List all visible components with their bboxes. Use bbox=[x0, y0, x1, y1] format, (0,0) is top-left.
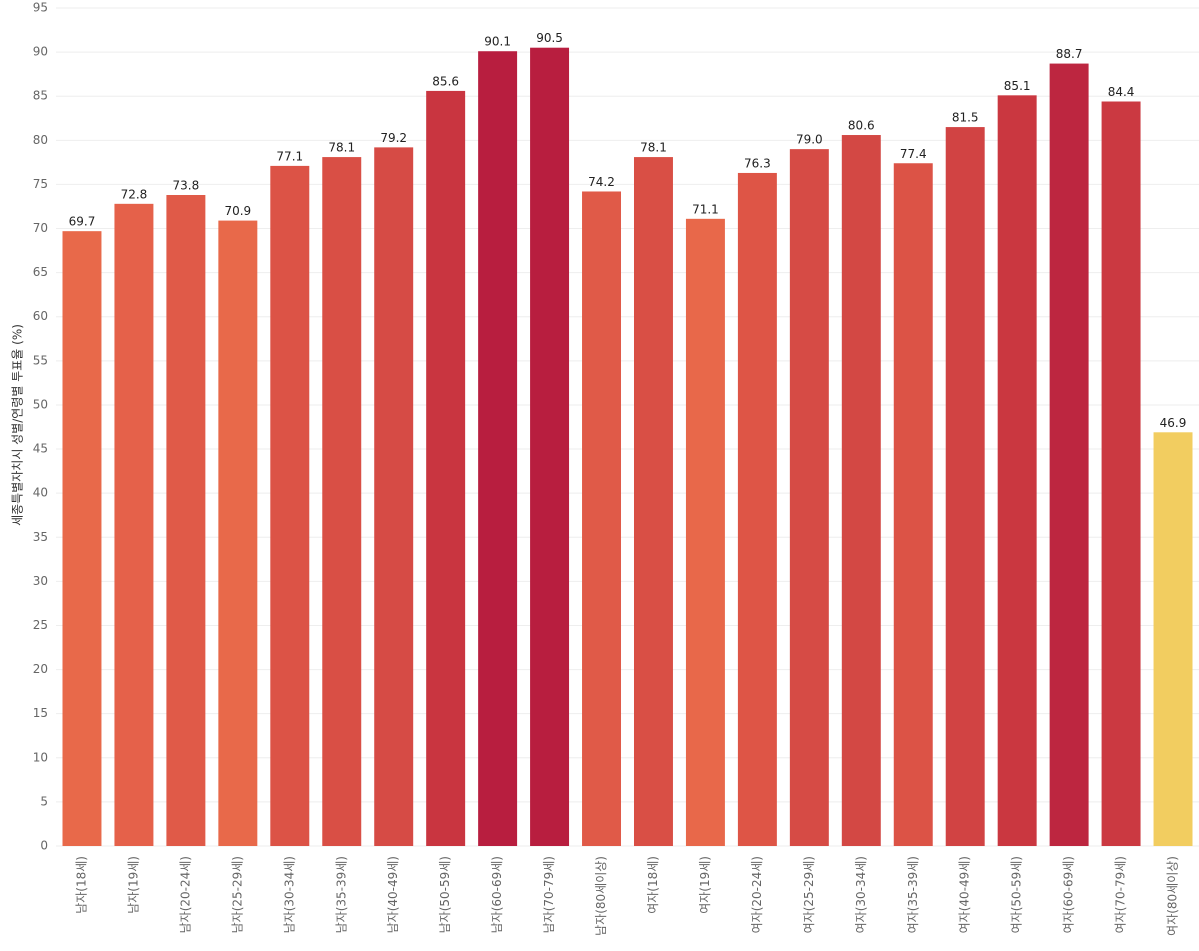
value-label: 70.9 bbox=[224, 204, 251, 218]
x-tick-label: 남자(25-29세) bbox=[230, 856, 244, 933]
y-tick-label: 65 bbox=[33, 265, 48, 279]
bar bbox=[530, 47, 570, 846]
y-tick-label: 15 bbox=[33, 706, 48, 720]
y-tick-label: 10 bbox=[33, 750, 48, 764]
value-label: 90.1 bbox=[484, 35, 511, 49]
value-label: 78.1 bbox=[328, 141, 355, 155]
x-tick-label: 여자(80세이상) bbox=[1166, 856, 1180, 936]
y-tick-label: 90 bbox=[33, 45, 48, 59]
x-tick-label: 여자(35-39세) bbox=[906, 856, 920, 933]
y-tick-label: 20 bbox=[33, 662, 48, 676]
bar bbox=[478, 51, 518, 847]
bar bbox=[737, 172, 777, 847]
bar bbox=[374, 147, 414, 847]
x-tick-label: 여자(25-29세) bbox=[802, 856, 816, 933]
y-tick-label: 30 bbox=[33, 574, 48, 588]
x-tick-label: 여자(60-69세) bbox=[1062, 856, 1076, 933]
y-axis-title: 세종특별자치시 성별/연령별 투표율 (%) bbox=[11, 324, 25, 526]
value-label: 71.1 bbox=[692, 202, 719, 216]
value-label: 88.7 bbox=[1056, 47, 1083, 61]
x-tick-label: 여자(18세) bbox=[646, 856, 660, 914]
bar bbox=[1153, 432, 1193, 846]
y-tick-label: 50 bbox=[33, 397, 48, 411]
value-label: 84.4 bbox=[1108, 85, 1135, 99]
value-label: 69.7 bbox=[69, 215, 96, 229]
y-tick-label: 0 bbox=[40, 839, 48, 853]
value-label: 85.6 bbox=[432, 74, 459, 88]
value-label: 85.1 bbox=[1004, 79, 1031, 93]
bar bbox=[62, 231, 102, 847]
x-tick-label: 남자(50-59세) bbox=[438, 856, 452, 933]
x-tick-label: 여자(70-79세) bbox=[1114, 856, 1128, 933]
bar bbox=[789, 149, 829, 846]
value-label: 78.1 bbox=[640, 141, 667, 155]
y-tick-label: 80 bbox=[33, 133, 48, 147]
y-tick-label: 25 bbox=[33, 618, 48, 632]
bar bbox=[997, 95, 1037, 846]
y-tick-label: 40 bbox=[33, 486, 48, 500]
bar bbox=[1101, 101, 1141, 846]
x-tick-label: 남자(19세) bbox=[126, 856, 140, 914]
y-tick-label: 75 bbox=[33, 177, 48, 191]
y-tick-label: 85 bbox=[33, 89, 48, 103]
value-label: 76.3 bbox=[744, 156, 771, 170]
x-tick-label: 여자(40-49세) bbox=[958, 856, 972, 933]
bar bbox=[218, 220, 258, 846]
bar bbox=[270, 165, 310, 846]
value-label: 72.8 bbox=[121, 187, 148, 201]
x-tick-label: 남자(20-24세) bbox=[178, 856, 192, 933]
bar bbox=[893, 163, 933, 847]
bar bbox=[426, 90, 466, 846]
value-label: 81.5 bbox=[952, 111, 979, 125]
x-tick-label: 남자(30-34세) bbox=[282, 856, 296, 933]
bar bbox=[685, 218, 725, 847]
y-tick-label: 35 bbox=[33, 530, 48, 544]
value-label: 77.1 bbox=[276, 149, 303, 163]
y-tick-label: 5 bbox=[40, 794, 48, 808]
bar bbox=[166, 195, 206, 846]
value-label: 73.8 bbox=[173, 179, 200, 193]
x-tick-label: 남자(60-69세) bbox=[490, 856, 504, 933]
bar bbox=[633, 157, 673, 846]
y-tick-label: 60 bbox=[33, 309, 48, 323]
x-tick-label: 남자(80세이상) bbox=[594, 856, 608, 936]
y-tick-label: 55 bbox=[33, 353, 48, 367]
value-label: 79.2 bbox=[380, 131, 407, 145]
x-tick-label: 남자(35-39세) bbox=[334, 856, 348, 933]
bar bbox=[945, 127, 985, 846]
x-tick-label: 남자(70-79세) bbox=[542, 856, 556, 933]
bar bbox=[114, 203, 154, 846]
bar bbox=[1049, 63, 1089, 846]
y-tick-label: 95 bbox=[33, 1, 48, 15]
x-tick-label: 남자(18세) bbox=[74, 856, 88, 914]
x-tick-label: 남자(40-49세) bbox=[386, 856, 400, 933]
value-label: 80.6 bbox=[848, 119, 875, 133]
value-label: 74.2 bbox=[588, 175, 615, 189]
y-tick-label: 70 bbox=[33, 221, 48, 235]
x-tick-label: 여자(20-24세) bbox=[750, 856, 764, 933]
y-tick-label: 45 bbox=[33, 442, 48, 456]
value-label: 79.0 bbox=[796, 133, 823, 147]
x-tick-label: 여자(19세) bbox=[698, 856, 712, 914]
bar bbox=[841, 135, 881, 846]
x-tick-label: 여자(30-34세) bbox=[854, 856, 868, 933]
value-label: 90.5 bbox=[536, 31, 563, 45]
bar bbox=[322, 157, 362, 846]
x-tick-label: 여자(50-59세) bbox=[1010, 856, 1024, 933]
value-label: 77.4 bbox=[900, 147, 927, 161]
value-label: 46.9 bbox=[1160, 416, 1187, 430]
bar bbox=[582, 191, 622, 846]
